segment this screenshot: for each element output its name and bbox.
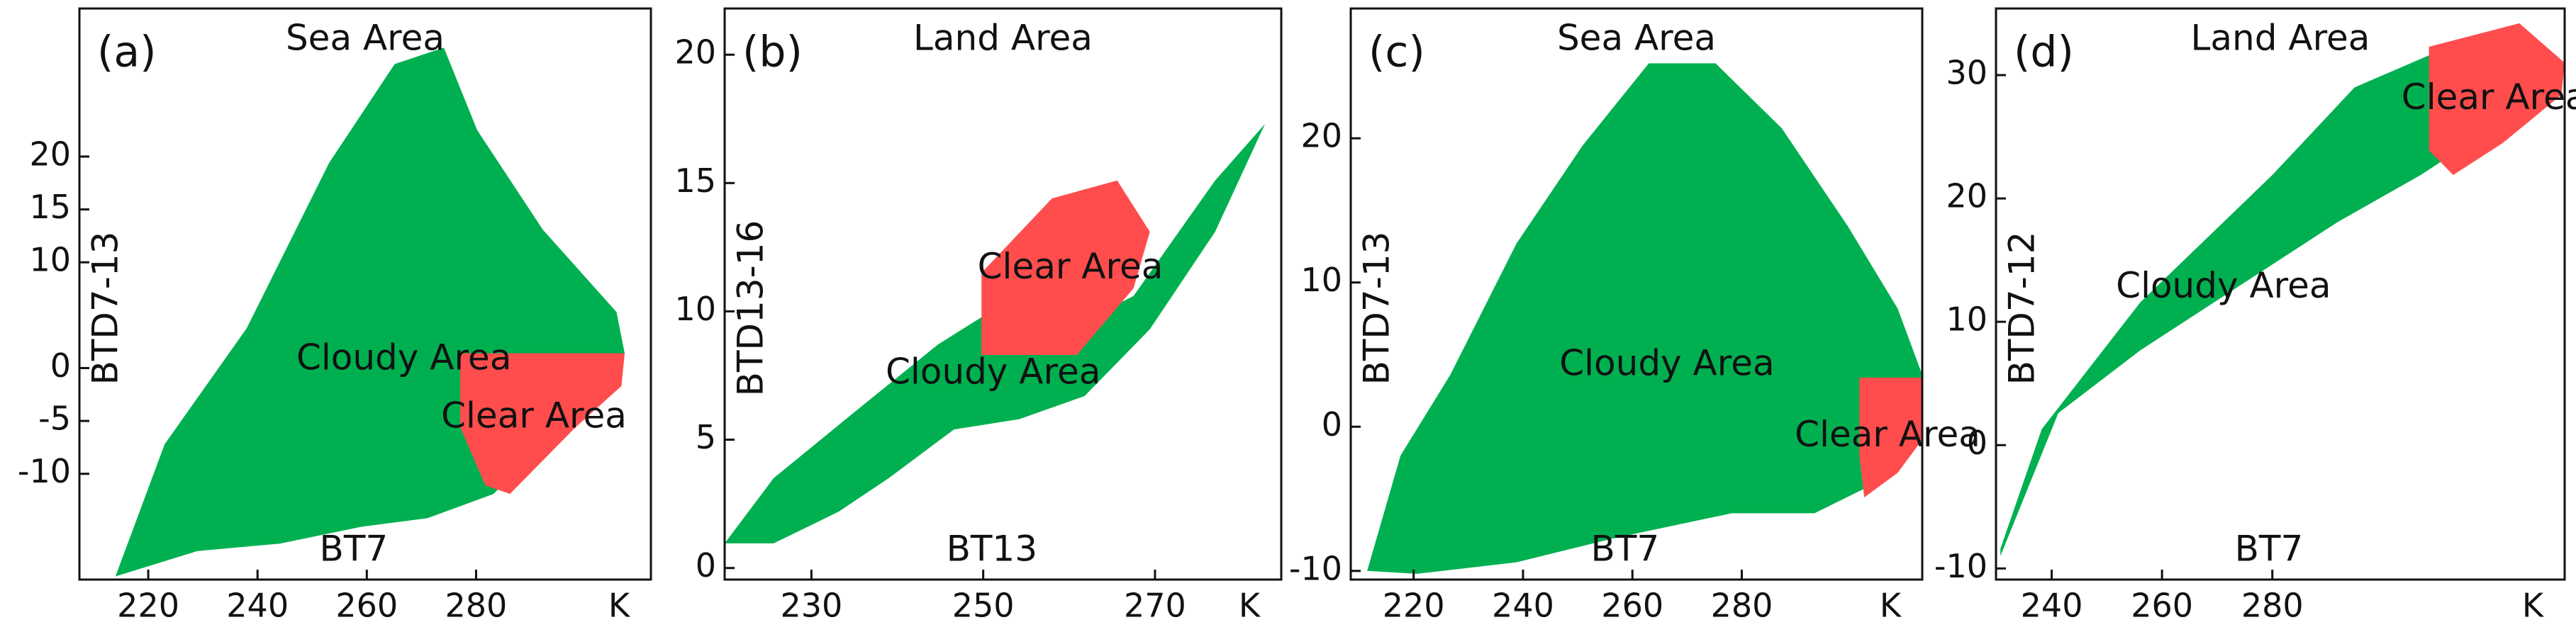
x-tick-label: 260 xyxy=(335,587,398,625)
panel-label: (b) xyxy=(742,28,803,77)
axes-frame xyxy=(78,7,652,581)
x-unit: K xyxy=(608,587,631,625)
point-cloud xyxy=(2429,23,2565,176)
y-tick-label: 15 xyxy=(29,188,71,226)
y-tick-label: 20 xyxy=(1300,117,1342,155)
region-label: Cloudy Area xyxy=(886,351,1100,393)
panel xyxy=(725,124,1265,543)
region-label: Clear Area xyxy=(441,395,627,436)
region-label: Cloudy Area xyxy=(296,337,511,378)
x-tick-label: 220 xyxy=(1383,587,1445,625)
point-cloud xyxy=(115,47,625,577)
chart-title: Land Area xyxy=(913,18,1093,59)
y-axis-label: BTD7-13 xyxy=(85,232,126,385)
y-axis-label: BTD13-16 xyxy=(730,220,771,397)
y-tick-label: 20 xyxy=(1946,177,1987,215)
x-unit: K xyxy=(1239,587,1261,625)
y-tick-label: 0 xyxy=(696,546,716,585)
y-axis-label: BTD7-13 xyxy=(1356,232,1398,385)
x-tick-label: 240 xyxy=(1492,587,1554,625)
x-tick-label: 280 xyxy=(445,587,508,625)
x-axis-label: BT7 xyxy=(2235,529,2304,570)
y-tick-label: -5 xyxy=(38,400,71,438)
x-tick-label: 240 xyxy=(2021,587,2083,625)
point-cloud xyxy=(2000,55,2470,556)
y-tick-label: 0 xyxy=(50,346,71,385)
x-tick-label: 250 xyxy=(952,587,1015,625)
chart-title: Sea Area xyxy=(1557,18,1716,59)
point-cloud xyxy=(981,180,1150,356)
y-tick-label: 0 xyxy=(1967,424,1987,462)
x-axis-label: BT13 xyxy=(947,529,1037,570)
chart-title: Sea Area xyxy=(286,18,445,59)
x-tick-label: 220 xyxy=(117,587,179,625)
region-label: Clear Area xyxy=(1795,414,1980,455)
axes-frame xyxy=(723,7,1283,581)
axes-frame xyxy=(1995,7,2566,581)
x-axis-label: BT7 xyxy=(320,529,389,570)
panel xyxy=(1367,63,1922,574)
chart-title: Land Area xyxy=(2191,18,2370,59)
y-tick-label: 10 xyxy=(674,290,716,328)
x-tick-label: 260 xyxy=(1601,587,1663,625)
y-axis-label: BTD7-12 xyxy=(2002,232,2043,385)
y-tick-label: 10 xyxy=(29,241,71,279)
y-tick-label: -10 xyxy=(1934,547,1987,585)
y-tick-label: 15 xyxy=(674,162,716,200)
y-tick-label: 20 xyxy=(674,33,716,72)
y-tick-label: 0 xyxy=(1322,405,1342,444)
x-tick-label: 260 xyxy=(2131,587,2193,625)
axes-frame xyxy=(1349,7,1924,581)
y-tick-label: 10 xyxy=(1300,261,1342,299)
x-tick-label: 230 xyxy=(780,587,842,625)
x-tick-label: 270 xyxy=(1124,587,1186,625)
region-label: Cloudy Area xyxy=(2116,265,2331,306)
y-tick-label: 10 xyxy=(1946,300,1987,339)
region-label: Clear Area xyxy=(978,246,1164,287)
x-axis-label: BT7 xyxy=(1591,529,1660,570)
region-label: Cloudy Area xyxy=(1559,343,1774,384)
x-tick-label: 240 xyxy=(226,587,289,625)
point-cloud xyxy=(1367,63,1922,574)
panel-label: (a) xyxy=(97,28,157,77)
y-tick-label: 5 xyxy=(696,418,716,456)
x-unit: K xyxy=(1880,587,1902,625)
panel xyxy=(115,47,625,577)
region-label: Clear Area xyxy=(2402,77,2576,118)
point-cloud xyxy=(1859,378,1922,497)
x-tick-label: 280 xyxy=(2241,587,2304,625)
y-tick-label: 30 xyxy=(1946,54,1987,92)
panel xyxy=(2000,23,2565,556)
x-tick-label: 280 xyxy=(1711,587,1773,625)
y-tick-label: 20 xyxy=(29,135,71,173)
point-cloud xyxy=(460,353,625,495)
panel-label: (c) xyxy=(1368,28,1425,77)
panel-label: (d) xyxy=(2014,28,2074,77)
x-unit: K xyxy=(2522,587,2545,625)
y-tick-label: -10 xyxy=(18,452,71,490)
y-tick-label: -10 xyxy=(1289,549,1342,587)
